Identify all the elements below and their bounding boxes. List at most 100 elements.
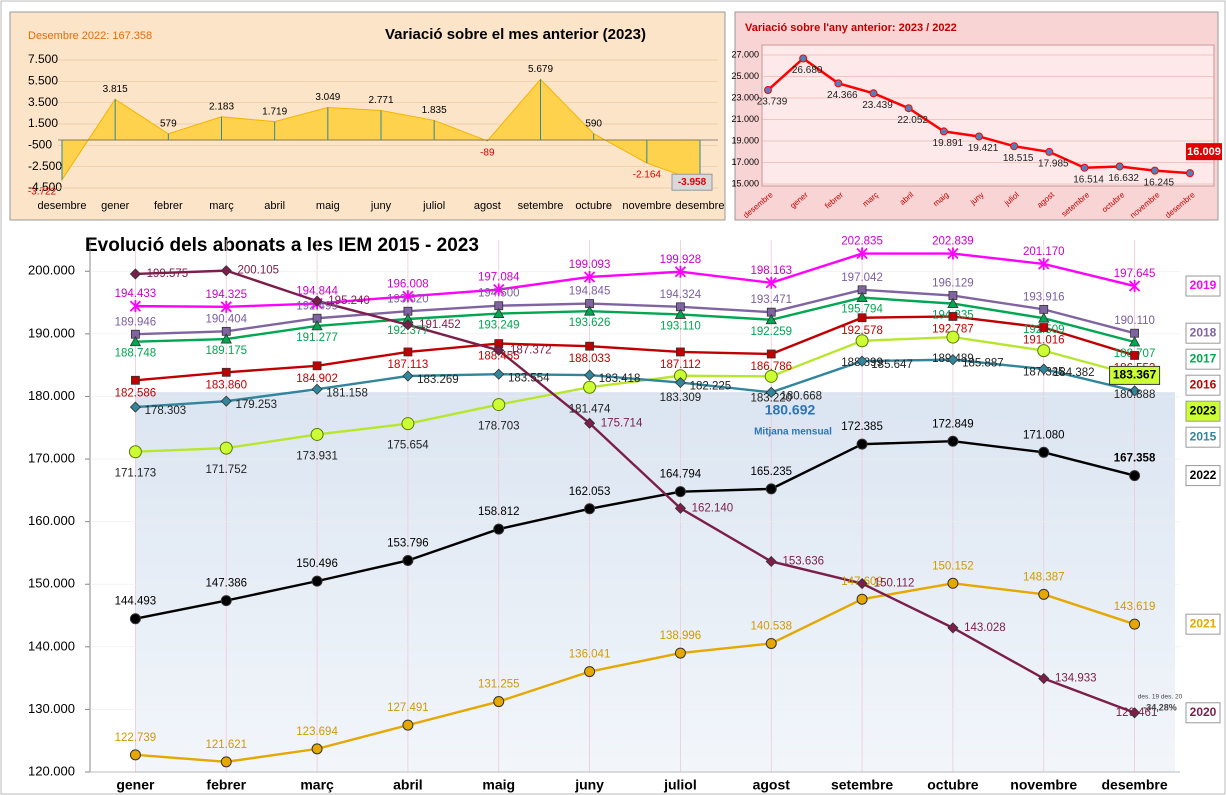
data-label: 24.366 — [827, 90, 858, 101]
legend-box — [1185, 613, 1221, 635]
y-tick-label: 23.000 — [731, 92, 759, 102]
data-label: 197.084 — [478, 272, 520, 284]
marker — [1039, 323, 1049, 332]
marker — [975, 132, 983, 141]
marker — [402, 554, 414, 566]
marker — [765, 483, 777, 495]
marker — [493, 283, 505, 296]
marker — [799, 54, 808, 63]
marker — [584, 666, 596, 678]
data-label: 123.694 — [296, 726, 338, 738]
data-label: 147.386 — [205, 578, 247, 590]
marker — [947, 354, 959, 366]
data-label: 187.113 — [388, 359, 429, 371]
marker — [1128, 336, 1141, 347]
x-tick-label: agost — [753, 777, 791, 793]
series-line — [135, 582, 1135, 764]
data-label: 183.860 — [205, 379, 247, 391]
legend-box — [1185, 702, 1221, 724]
marker — [765, 313, 777, 325]
data-label: 19.421 — [968, 143, 999, 154]
data-label: 171.752 — [205, 464, 247, 476]
data-label: 140.538 — [750, 620, 792, 632]
y-tick-label: 3.500 — [28, 95, 58, 109]
marker — [131, 375, 140, 385]
data-label: 189.946 — [115, 316, 157, 328]
data-label: 172.385 — [841, 421, 883, 433]
series-line — [135, 269, 1136, 714]
data-label: 16.632 — [1108, 173, 1139, 184]
marker — [311, 575, 323, 587]
y-tick-label: 17.000 — [731, 157, 759, 167]
marker — [310, 427, 324, 441]
data-label: 190.404 — [205, 313, 247, 325]
data-label: 131.255 — [478, 679, 520, 691]
marker — [1129, 618, 1141, 630]
marker — [834, 79, 843, 88]
legend-box — [1185, 465, 1221, 487]
marker — [1130, 328, 1139, 338]
marker — [947, 247, 959, 260]
marker — [493, 368, 505, 380]
data-label: 16.245 — [1144, 177, 1175, 188]
data-label: 16.009 — [1187, 146, 1221, 158]
series-line — [135, 252, 1135, 309]
data-label: 187.112 — [660, 359, 701, 371]
marker — [402, 719, 414, 731]
legend-label: 2015 — [1190, 429, 1217, 443]
data-label: 162.140 — [692, 502, 734, 514]
chart-title: Variació sobre el mes anterior (2023) — [385, 26, 646, 43]
marker — [492, 398, 506, 412]
legend-label: 2020 — [1190, 705, 1217, 719]
marker — [674, 502, 686, 514]
data-label: 1.719 — [262, 106, 287, 117]
chart-title: Evolució dels abonats a les IEM 2015 - 2… — [85, 235, 479, 256]
data-label: -3.722 — [28, 186, 57, 197]
data-label: 17.985 — [1038, 159, 1069, 170]
data-label: 188.455 — [478, 351, 520, 363]
marker — [939, 127, 948, 136]
data-label: 193.916 — [1023, 291, 1065, 303]
marker — [1150, 166, 1159, 175]
data-label: 191.016 — [1023, 335, 1065, 347]
marker — [947, 622, 959, 634]
marker — [947, 297, 959, 309]
data-label: 192.578 — [841, 325, 883, 337]
x-tick-label: gener — [116, 777, 155, 793]
data-label: 153.636 — [782, 556, 824, 568]
data-label: 23.439 — [862, 100, 893, 111]
legend-label: 2019 — [1190, 278, 1217, 292]
marker — [1039, 304, 1049, 314]
x-tick-label: abril — [393, 777, 423, 793]
y-tick-label: 21.000 — [731, 114, 759, 124]
data-label: 183.309 — [660, 392, 702, 404]
y-tick-label: 5.500 — [28, 74, 58, 88]
data-label: 143.619 — [1114, 601, 1156, 613]
y-tick-label: 140.000 — [28, 638, 75, 653]
x-tick-label: setembre — [518, 200, 564, 212]
data-label: 185.647 — [871, 359, 913, 371]
data-label: 3.049 — [315, 92, 340, 103]
data-label: 191.452 — [419, 319, 461, 331]
marker — [401, 417, 415, 431]
x-tick-label: abril — [264, 200, 285, 212]
plot-bg — [761, 44, 1215, 187]
marker — [1038, 672, 1050, 685]
y-tick-label: 25.000 — [731, 71, 759, 81]
data-label: 196.129 — [932, 278, 974, 290]
marker — [220, 395, 232, 407]
x-tick-label: juliol — [663, 777, 697, 793]
data-label: 193.471 — [750, 294, 792, 306]
x-tick-label: octubre — [927, 777, 979, 793]
marker — [766, 349, 776, 359]
marker — [856, 291, 868, 303]
data-label: 184.382 — [1053, 367, 1095, 379]
marker — [1038, 363, 1050, 375]
legend-label: 2018 — [1190, 325, 1217, 339]
data-label: 193.626 — [569, 317, 611, 329]
marker — [856, 593, 868, 605]
data-label: 194.324 — [660, 289, 702, 301]
data-label: 182.225 — [690, 381, 732, 393]
marker — [403, 347, 413, 357]
